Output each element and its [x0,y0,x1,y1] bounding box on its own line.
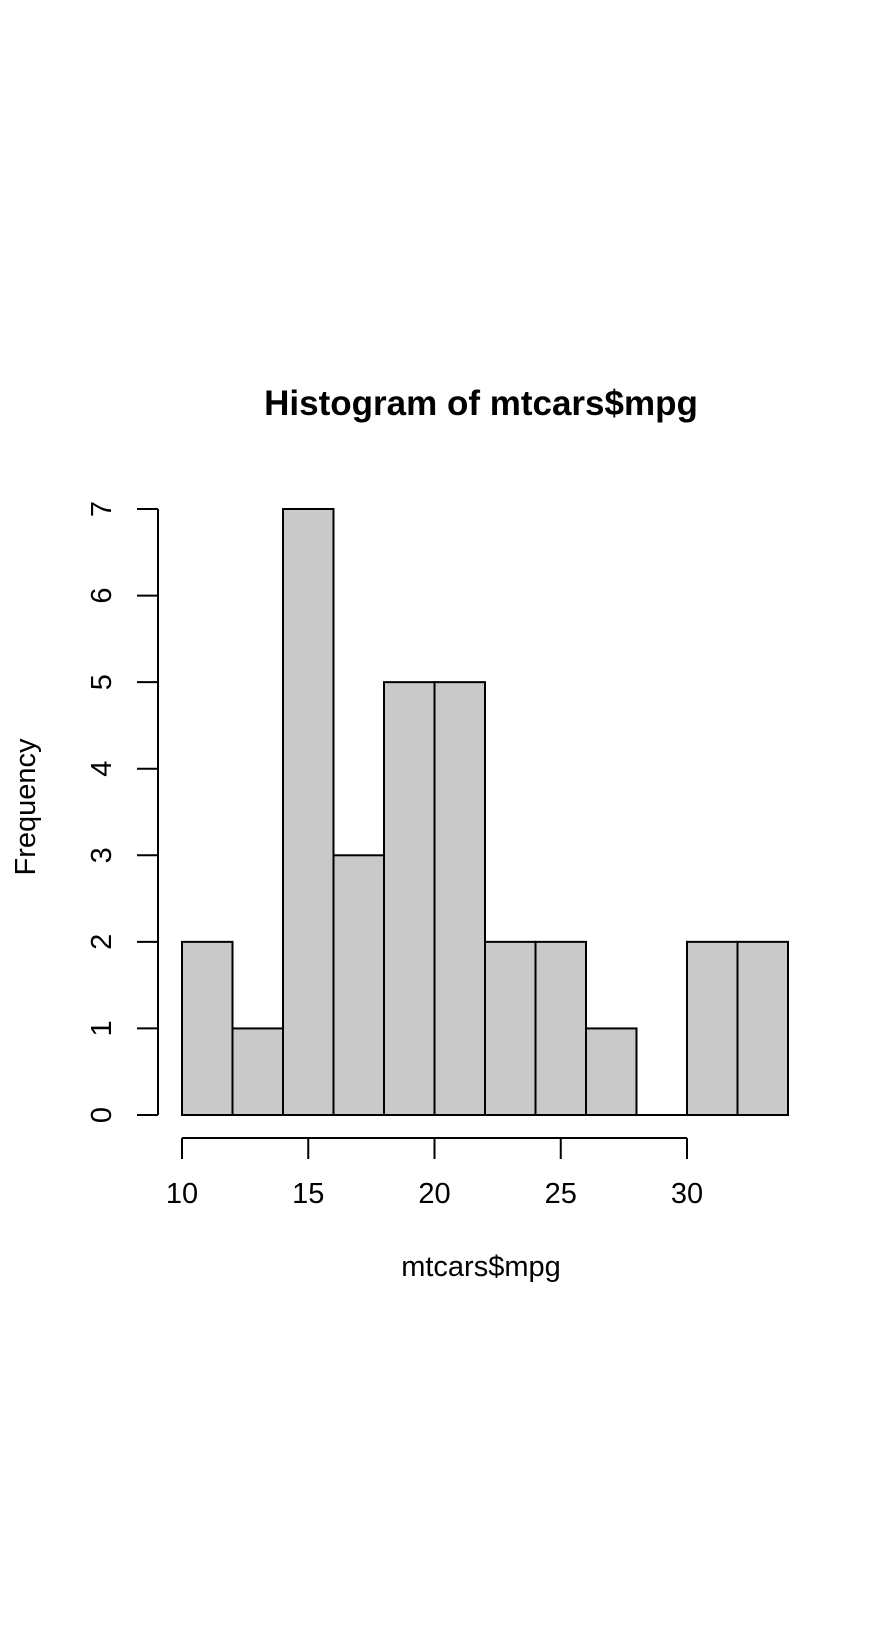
histogram-bar-14-16 [282,508,335,1116]
x-tick-label: 10 [166,1178,198,1210]
histogram-bar-18-20 [383,681,436,1117]
histogram-bar-32-34 [736,940,789,1116]
x-axis-label: mtcars$mpg [401,1251,561,1283]
histogram-bar-12-14 [231,1027,284,1117]
x-tick-label: 30 [671,1178,703,1210]
x-tick-label: 15 [292,1178,324,1210]
histogram-bar-30-32 [686,940,739,1116]
histogram-bar-20-22 [433,681,486,1117]
y-tick-label: 0 [86,1107,118,1123]
histogram-bar-16-18 [332,854,385,1116]
bars-group [181,508,789,1117]
histogram-bar-10-12 [181,940,234,1116]
y-tick-label: 7 [86,501,118,517]
x-tick-label: 20 [418,1178,450,1210]
y-tick-label: 3 [86,847,118,863]
histogram-bar-26-28 [585,1027,638,1117]
histogram-bar-22-24 [484,940,537,1116]
y-axis-label: Frequency [10,738,42,876]
y-tick-label: 4 [86,761,118,777]
y-tick-label: 2 [86,934,118,950]
x-axis: 10 15 20 25 30 [166,1137,703,1210]
x-tick-label: 25 [545,1178,577,1210]
y-tick-label: 5 [86,674,118,690]
y-tick-label: 1 [86,1020,118,1036]
y-tick-label: 6 [86,588,118,604]
chart-title: Histogram of mtcars$mpg [264,384,698,423]
y-axis: 0 1 2 3 4 5 6 7 [86,501,159,1123]
histogram-bar-24-26 [534,940,587,1116]
